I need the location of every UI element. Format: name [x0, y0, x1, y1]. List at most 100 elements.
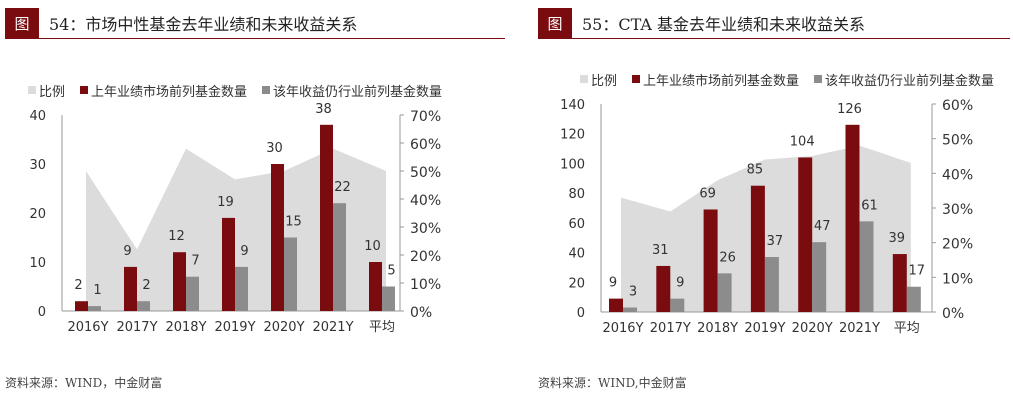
bar-prev-year-top [750, 185, 765, 312]
data-label: 2 [142, 278, 150, 293]
header-55: 图 55：CTA 基金去年业绩和未来收益关系 [538, 8, 1010, 39]
x-tick-label: 2017Y [116, 320, 157, 335]
y2-tick-label: 30% [410, 221, 441, 237]
bar-prev-year-top [703, 209, 718, 312]
bar-prev-year-top [845, 124, 860, 312]
data-label: 126 [837, 102, 862, 117]
bar-still-top [235, 266, 248, 311]
bar-still-top [717, 273, 732, 312]
bar-prev-year-top [75, 301, 88, 311]
bar-still-top [137, 301, 150, 311]
legend-label: 该年收益仍行业前列基金数量 [273, 84, 442, 100]
y2-tick-label: 50% [942, 133, 973, 149]
x-tick-label: 平均 [894, 321, 920, 336]
y-tick-label: 80 [568, 187, 585, 202]
bar-still-top [186, 276, 199, 311]
data-label: 15 [285, 215, 302, 230]
y-tick-label: 120 [560, 128, 585, 143]
x-tick-label: 2020Y [792, 321, 833, 336]
y2-tick-label: 10% [942, 271, 973, 287]
bar-prev-year-top [656, 265, 671, 312]
chart-title: 55：CTA 基金去年业绩和未来收益关系 [582, 15, 866, 34]
bar-still-top [333, 203, 346, 311]
data-label: 37 [767, 234, 784, 249]
bar-prev-year-top [892, 254, 907, 312]
data-label: 22 [334, 180, 351, 195]
bar-prev-year-top [320, 124, 333, 311]
bar-prev-year-top [609, 298, 623, 312]
ratio-area [621, 145, 911, 312]
legend-label: 上年业绩市场前列基金数量 [91, 84, 247, 100]
x-tick-label: 2016Y [602, 321, 643, 336]
y-tick-label: 0 [577, 306, 585, 321]
source-note: 资料来源：WIND,中金财富 [538, 376, 687, 390]
y-tick-label: 60 [568, 217, 585, 232]
x-tick-label: 2019Y [214, 320, 255, 335]
legend-label: 该年收益仍行业前列基金数量 [825, 73, 994, 89]
bar-prev-year-top [222, 217, 235, 311]
data-label: 9 [676, 276, 684, 291]
legend-label: 比例 [39, 85, 65, 100]
y-tick-label: 100 [560, 157, 585, 172]
legend-label: 上年业绩市场前列基金数量 [643, 73, 799, 89]
data-label: 69 [699, 186, 716, 201]
data-label: 47 [814, 219, 831, 234]
data-label: 10 [364, 239, 381, 254]
data-label: 19 [217, 195, 234, 210]
data-label: 9 [123, 244, 131, 259]
legend-label: 比例 [591, 74, 617, 89]
header-54: 图 54：市场中性基金去年业绩和未来收益关系 [5, 8, 505, 39]
data-label: 104 [790, 134, 815, 149]
data-label: 61 [861, 198, 878, 213]
y-tick-label: 20 [568, 276, 585, 291]
y-tick-label: 30 [29, 158, 46, 173]
y2-tick-label: 60% [410, 137, 441, 153]
chart-title: 54：市场中性基金去年业绩和未来收益关系 [49, 15, 358, 34]
data-label: 26 [719, 250, 736, 265]
y2-tick-label: 0% [942, 306, 964, 322]
bar-prev-year-top [369, 262, 382, 311]
bar-still-top [764, 257, 779, 312]
x-tick-label: 2021Y [312, 320, 353, 335]
legend-swatch-ratio [28, 86, 36, 94]
y-tick-label: 0 [38, 305, 46, 320]
source-note: 资料来源：WIND，中金财富 [5, 376, 163, 390]
legend-swatch-bar1 [632, 75, 640, 83]
bar-prev-year-top [271, 164, 284, 311]
data-label: 9 [609, 276, 617, 291]
bar-still-top [670, 298, 685, 312]
y2-tick-label: 50% [410, 165, 441, 181]
x-tick-label: 2018Y [697, 321, 738, 336]
legend-swatch-bar2 [814, 75, 822, 83]
x-tick-label: 2016Y [67, 320, 108, 335]
x-tick-label: 2019Y [744, 321, 785, 336]
ratio-area [86, 148, 386, 311]
bar-prev-year-top [798, 157, 813, 312]
figure-tag: 图 [5, 8, 39, 38]
data-label: 3 [629, 285, 637, 300]
x-tick-label: 平均 [369, 320, 395, 335]
y2-tick-label: 60% [942, 98, 973, 114]
data-label: 2 [74, 278, 82, 293]
data-label: 1 [93, 283, 101, 298]
y-tick-label: 140 [560, 98, 585, 113]
bar-prev-year-top [173, 252, 186, 311]
y2-tick-label: 40% [942, 167, 973, 183]
figure-tag: 图 [538, 8, 572, 38]
data-label: 12 [168, 229, 185, 244]
y2-tick-label: 70% [410, 109, 441, 125]
y-tick-label: 40 [29, 109, 46, 124]
y2-tick-label: 0% [410, 305, 432, 321]
bar-still-top [623, 307, 637, 312]
y2-tick-label: 40% [410, 193, 441, 209]
data-label: 7 [191, 254, 199, 269]
chart-55: 比例 上年业绩市场前列基金数量 该年收益仍行业前列基金数量 0 20 40 60 80 100 1… [560, 73, 994, 336]
y2-tick-label: 10% [410, 277, 441, 293]
bar-still-top [859, 221, 874, 312]
bar-prev-year-top [124, 266, 137, 311]
data-label: 5 [387, 264, 395, 279]
legend-swatch-bar1 [80, 86, 88, 94]
bar-still-top [906, 286, 921, 312]
data-label: 38 [315, 102, 332, 117]
bar-still-top [88, 306, 101, 311]
